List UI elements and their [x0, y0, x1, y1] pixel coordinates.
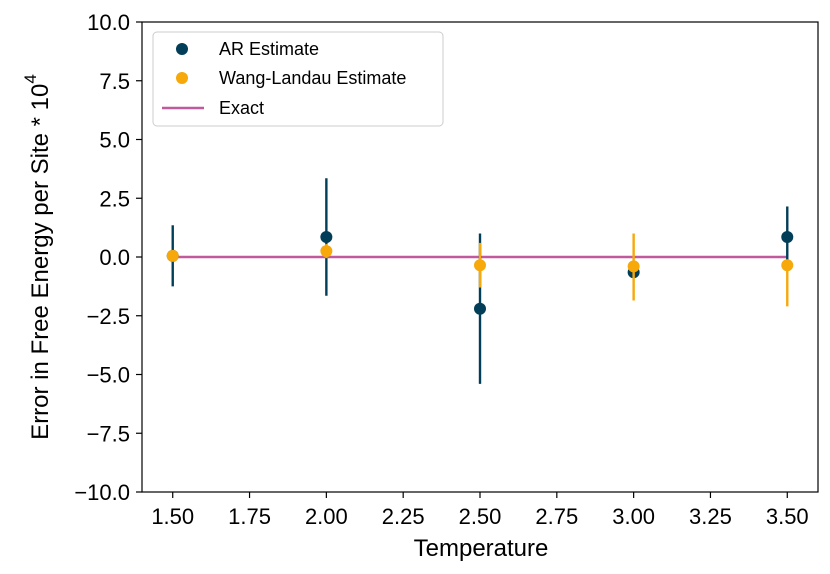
ar-point [474, 302, 486, 315]
y-axis-label-exponent: 4 [21, 74, 40, 83]
x-tick-label: 3.25 [689, 504, 732, 529]
legend-label-wl: Wang-Landau Estimate [219, 68, 406, 88]
x-tick-label: 1.50 [151, 504, 194, 529]
wl-point [474, 259, 486, 272]
y-tick-label: 2.5 [99, 186, 130, 211]
y-axis-label: Error in Free Energy per Site * 104 [21, 74, 54, 440]
y-tick-label: −10.0 [74, 480, 130, 505]
ar-point [320, 231, 333, 244]
x-tick-label: 2.50 [459, 504, 502, 529]
y-axis-label-group: Error in Free Energy per Site * 104 [21, 74, 54, 440]
legend-label-ar: AR Estimate [219, 39, 319, 59]
legend-marker-ar [176, 43, 188, 55]
y-tick-label: 10.0 [87, 10, 130, 35]
x-tick-label: 3.00 [612, 504, 655, 529]
y-tick-label: −5.0 [87, 363, 130, 388]
wl-point [781, 259, 794, 272]
x-tick-label: 2.00 [305, 504, 348, 529]
legend-marker-wl [176, 72, 188, 84]
legend-label-exact: Exact [219, 98, 264, 118]
x-tick-label: 3.50 [766, 504, 809, 529]
y-tick-label: −2.5 [87, 304, 130, 329]
x-tick-label: 2.75 [535, 504, 578, 529]
ar-point [781, 231, 794, 244]
legend-frame [152, 31, 444, 127]
x-tick-label: 2.25 [382, 504, 425, 529]
y-tick-label: 5.0 [99, 128, 130, 153]
wl-point [166, 249, 179, 262]
y-tick-label: 0.0 [99, 245, 130, 270]
legend: AR Estimate Wang-Landau Estimate Exact [152, 31, 444, 127]
y-axis-label-text: Error in Free Energy per Site * 10 [27, 84, 54, 440]
wl-point [320, 245, 333, 258]
wl-point [627, 260, 640, 273]
y-tick-label: −7.5 [87, 421, 130, 446]
x-axis-label: Temperature [414, 535, 549, 562]
x-tick-label: 1.75 [228, 504, 271, 529]
y-tick-label: 7.5 [99, 69, 130, 94]
